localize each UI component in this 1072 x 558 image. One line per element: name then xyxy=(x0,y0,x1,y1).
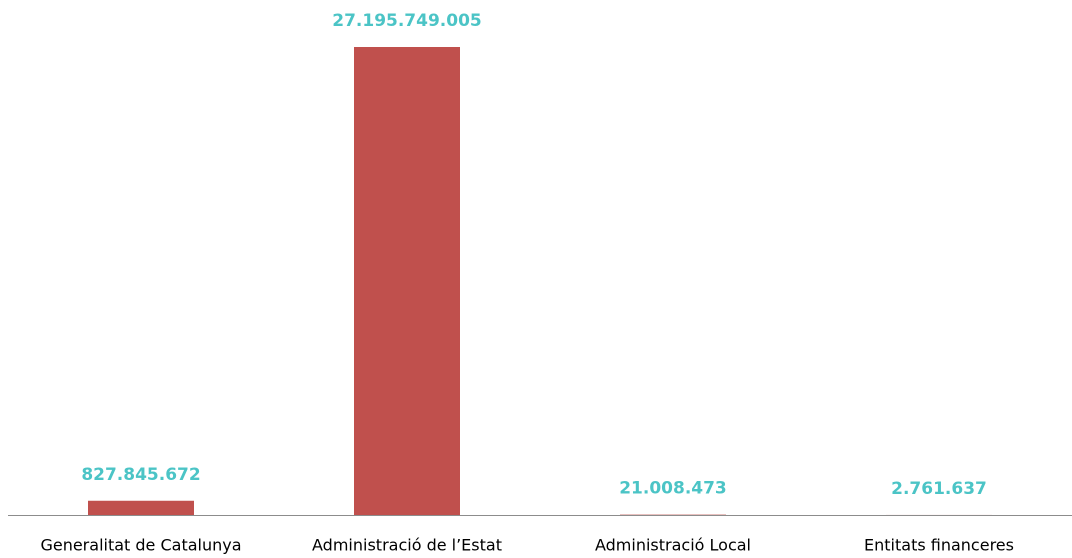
value-label: 2.761.637 xyxy=(891,479,987,499)
value-label: 21.008.473 xyxy=(619,479,727,499)
x-tick-label: Entitats financeres xyxy=(864,536,1014,555)
x-tick-label: Generalitat de Catalunya xyxy=(40,536,241,555)
bar xyxy=(354,47,460,515)
x-tick-label: Administració Local xyxy=(595,536,751,555)
bar xyxy=(88,500,194,515)
value-label: 827.845.672 xyxy=(81,465,200,485)
x-tick-label: Administració de l’Estat xyxy=(312,536,502,555)
value-label: 27.195.749.005 xyxy=(332,11,482,31)
